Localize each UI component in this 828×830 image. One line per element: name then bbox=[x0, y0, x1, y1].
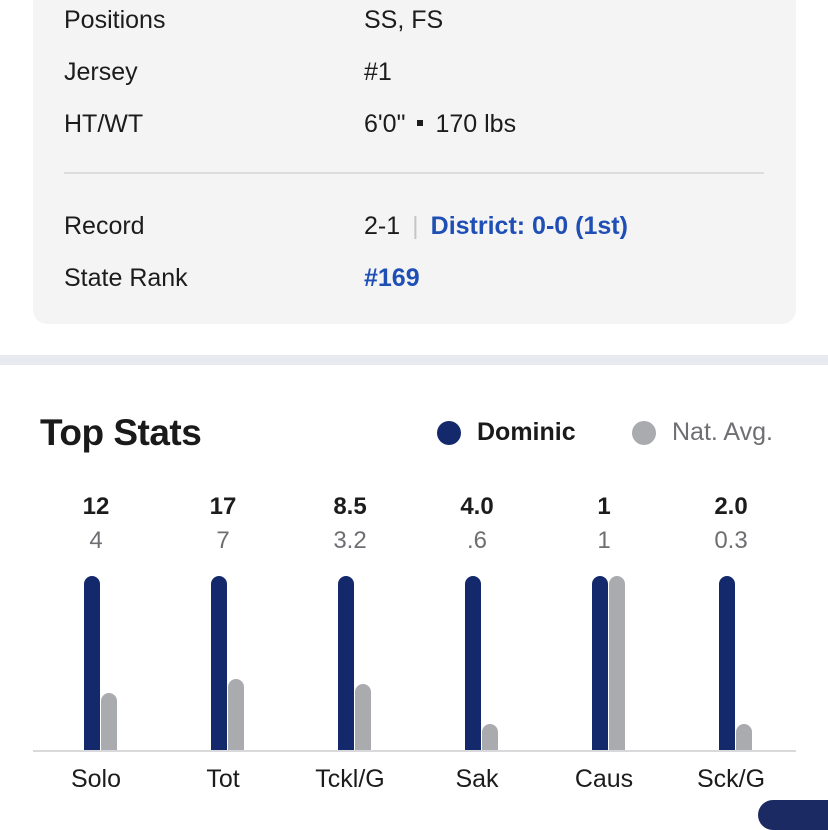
category-label: Tckl/G bbox=[315, 765, 385, 793]
bar-nat-avg bbox=[101, 693, 117, 750]
legend-dominic-dot bbox=[437, 420, 461, 445]
legend-dominic: Dominic bbox=[437, 418, 576, 447]
chart-baseline bbox=[33, 750, 796, 752]
category-label: Sck/G bbox=[696, 765, 766, 793]
bar-nat-avg bbox=[228, 679, 244, 750]
jersey-value: #1 bbox=[364, 58, 392, 86]
stat-dominic-value: 2.0 bbox=[714, 493, 748, 520]
section-divider-band bbox=[0, 355, 828, 365]
bar-dominic bbox=[465, 576, 481, 750]
stat-nat-avg-value: 4 bbox=[89, 527, 103, 554]
stat-dominic-value: 17 bbox=[209, 493, 237, 520]
top-stats-title: Top Stats bbox=[40, 412, 202, 453]
stat-nat-avg-value: 1 bbox=[597, 527, 611, 554]
stat-values-0: 12 4 bbox=[36, 490, 156, 558]
info-divider bbox=[64, 172, 764, 174]
bar-nat-avg bbox=[482, 724, 498, 750]
record-label: Record bbox=[64, 212, 145, 240]
legend-dominic-label: Dominic bbox=[477, 418, 576, 446]
bar-dominic bbox=[338, 576, 354, 750]
bar-dominic bbox=[719, 576, 735, 750]
legend-nat-avg-label: Nat. Avg. bbox=[672, 418, 773, 446]
player-info-card bbox=[33, 0, 796, 324]
ht-wt-value: 6'0" 170 lbs bbox=[364, 109, 516, 139]
floating-action-pill[interactable] bbox=[758, 800, 828, 830]
bar-dominic bbox=[84, 576, 100, 750]
ht-wt-label: HT/WT bbox=[64, 110, 144, 138]
category-label: Sak bbox=[455, 765, 499, 793]
stat-dominic-value: 1 bbox=[597, 493, 611, 520]
bar-nat-avg bbox=[609, 576, 625, 750]
stat-nat-avg-value: 0.3 bbox=[714, 527, 748, 554]
legend-nat-avg-dot bbox=[632, 420, 656, 445]
bar-dominic bbox=[592, 576, 608, 750]
district-link[interactable]: District: 0-0 (1st) bbox=[430, 212, 628, 240]
stat-values-1: 17 7 bbox=[163, 490, 283, 558]
record-separator: | bbox=[412, 212, 419, 240]
bar-nat-avg bbox=[355, 684, 371, 750]
stat-nat-avg-value: 3.2 bbox=[333, 527, 367, 554]
stat-nat-avg-value: 7 bbox=[216, 527, 230, 554]
weight-value: 170 lbs bbox=[435, 110, 517, 138]
bar-dominic bbox=[211, 576, 227, 750]
jersey-label: Jersey bbox=[64, 58, 138, 86]
positions-value: SS, FS bbox=[364, 6, 444, 34]
record-value: 2-1 bbox=[364, 212, 401, 240]
stat-dominic-value: 12 bbox=[82, 493, 110, 520]
stat-nat-avg-value: .6 bbox=[466, 527, 487, 554]
stat-values-2: 8.5 3.2 bbox=[290, 490, 410, 558]
stat-dominic-value: 4.0 bbox=[460, 493, 494, 520]
stat-values-5: 2.0 0.3 bbox=[671, 490, 791, 558]
category-label: Solo bbox=[70, 765, 122, 793]
bar-nat-avg bbox=[736, 724, 752, 750]
positions-label: Positions bbox=[64, 6, 166, 34]
height-value: 6'0" bbox=[364, 110, 406, 138]
stat-dominic-value: 8.5 bbox=[333, 493, 367, 520]
state-rank-label: State Rank bbox=[64, 264, 188, 292]
record-value-group: 2-1 | District: 0-0 (1st) bbox=[364, 211, 628, 241]
separator-dot bbox=[417, 120, 424, 127]
legend-nat-avg: Nat. Avg. bbox=[632, 418, 773, 447]
category-label: Tot bbox=[206, 765, 240, 793]
state-rank-link[interactable]: #169 bbox=[364, 264, 420, 292]
stat-values-3: 4.0.6 bbox=[417, 490, 537, 558]
category-label: Caus bbox=[574, 765, 634, 793]
